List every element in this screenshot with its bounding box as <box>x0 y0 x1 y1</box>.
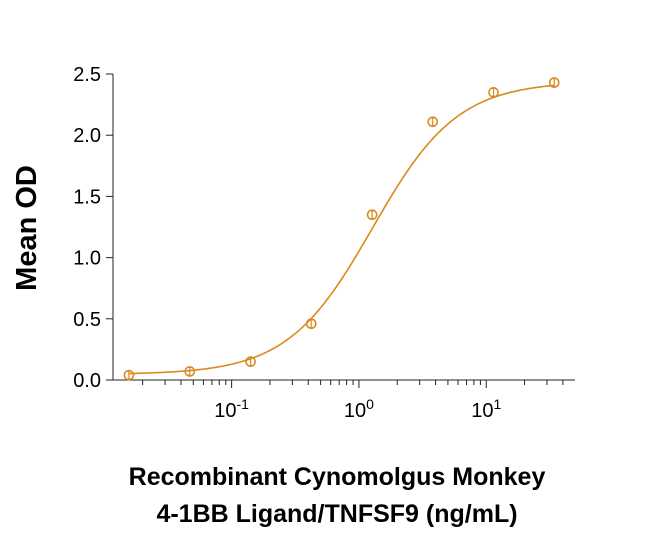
data-point <box>123 369 135 381</box>
data-point <box>427 116 439 128</box>
data-marker <box>427 116 439 128</box>
data-marker <box>366 209 378 221</box>
data-marker <box>184 366 196 377</box>
data-point <box>488 87 499 98</box>
data-point <box>366 209 378 221</box>
data-marker <box>123 369 135 381</box>
x-tick-label: 10-1 <box>214 396 249 422</box>
data-marker <box>548 77 560 88</box>
data-point <box>184 366 196 377</box>
y-tick-label: 0.5 <box>73 309 101 331</box>
fit-curve <box>128 84 555 375</box>
y-tick-label: 2.5 <box>73 64 101 86</box>
data-points <box>123 77 560 381</box>
tick-labels: 0.0 0.5 1.0 1.5 2.0 2.5 10-1 100 101 <box>73 64 501 422</box>
data-point <box>245 356 256 367</box>
x-axis-title-line-2: 4-1BB Ligand/TNFSF9 (ng/mL) <box>156 500 517 528</box>
y-tick-label: 0.0 <box>73 370 101 392</box>
axes <box>106 73 575 388</box>
x-axis-title-line-1: Recombinant Cynomolgus Monkey <box>129 463 546 491</box>
x-tick-label: 100 <box>344 396 374 422</box>
x-tick-label: 101 <box>471 396 501 422</box>
y-tick-label: 1.5 <box>73 186 101 208</box>
y-tick-label: 2.0 <box>73 125 101 147</box>
data-point <box>548 77 560 88</box>
data-marker <box>488 87 499 98</box>
data-point <box>305 318 317 330</box>
y-axis-title: Mean OD <box>11 165 43 291</box>
y-tick-label: 1.0 <box>73 248 101 270</box>
data-marker <box>305 318 317 330</box>
data-marker <box>245 356 256 367</box>
